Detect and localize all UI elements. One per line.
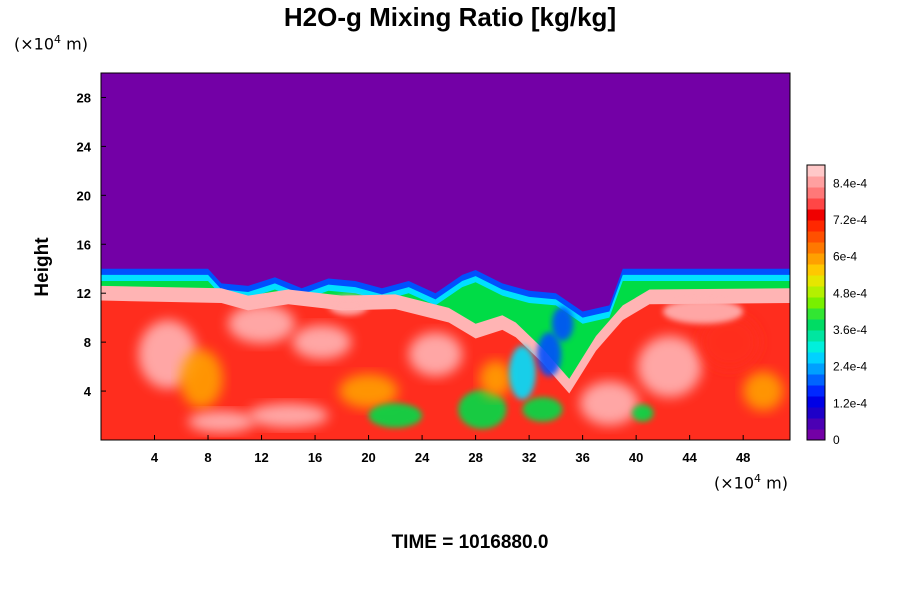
turbulence-blob xyxy=(248,403,329,428)
colorbar-swatch xyxy=(807,264,825,276)
colorbar-swatch xyxy=(807,319,825,331)
x-tick-label: 16 xyxy=(308,450,322,465)
x-tick-label: 24 xyxy=(415,450,430,465)
colorbar-swatch xyxy=(807,330,825,342)
colorbar-swatch xyxy=(807,187,825,199)
colorbar-swatch xyxy=(807,209,825,221)
colorbar-swatch xyxy=(807,242,825,254)
y-unit-suffix: m) xyxy=(61,34,88,54)
colorbar-swatch xyxy=(807,275,825,287)
x-tick-label: 8 xyxy=(204,450,211,465)
colorbar-swatch xyxy=(807,286,825,298)
colorbar-label: 2.4e-4 xyxy=(833,360,867,374)
x-tick-label: 20 xyxy=(361,450,375,465)
y-tick-label: 28 xyxy=(77,90,91,105)
turbulence-blob xyxy=(408,332,463,377)
colorbar-swatch xyxy=(807,308,825,320)
colorbar-swatch xyxy=(807,297,825,309)
colorbar-swatch xyxy=(807,374,825,386)
colorbar-swatch xyxy=(807,385,825,397)
y-unit-exp: 4 xyxy=(54,33,62,46)
turbulence-blob xyxy=(292,325,352,360)
turbulence-blob xyxy=(522,397,563,422)
colorbar-label: 6e-4 xyxy=(833,250,857,264)
y-tick-label: 12 xyxy=(77,286,91,301)
x-tick-label: 36 xyxy=(575,450,589,465)
x-unit-prefix: (×10 xyxy=(714,473,755,493)
x-tick-label: 40 xyxy=(629,450,643,465)
x-axis-unit: (×104 m) xyxy=(714,472,788,492)
x-tick-label: 32 xyxy=(522,450,536,465)
y-tick-label: 8 xyxy=(84,335,91,350)
turbulence-blob xyxy=(662,299,744,324)
colorbar-swatch xyxy=(807,253,825,265)
colorbar-frame xyxy=(806,164,826,441)
heatmap-field xyxy=(101,73,790,440)
turbulence-blob xyxy=(632,404,654,422)
y-axis: 4 8 12 16 20 24 28 xyxy=(77,90,106,399)
time-label: TIME = 1016880.0 xyxy=(391,532,549,553)
turbulence-blob xyxy=(339,373,399,409)
turbulence-blob xyxy=(637,336,702,398)
colorbar-swatch xyxy=(807,429,825,441)
plot-frame xyxy=(100,72,791,441)
x-tick-label: 4 xyxy=(151,450,159,465)
x-tick-label: 48 xyxy=(736,450,750,465)
colorbar-swatch xyxy=(807,165,825,177)
y-tick-label: 4 xyxy=(84,384,92,399)
y-unit-prefix: (×10 xyxy=(14,34,55,54)
colorbar-swatch xyxy=(807,231,825,243)
y-tick-label: 20 xyxy=(77,188,91,203)
turbulence-blob xyxy=(509,345,536,400)
colorbar-label: 4.8e-4 xyxy=(833,286,867,300)
turbulence-blob xyxy=(537,332,562,377)
turbulence-blob xyxy=(700,315,760,370)
colorbar-swatch xyxy=(807,418,825,430)
x-tick-label: 44 xyxy=(682,450,697,465)
x-axis: 4 8 12 16 20 24 28 32 36 40 44 48 xyxy=(151,435,750,465)
turbulence-blob xyxy=(179,349,223,409)
colorbar-swatch xyxy=(807,220,825,232)
turbulence-blob xyxy=(458,389,507,429)
turbulence-blob xyxy=(368,403,423,428)
turbulence-blob xyxy=(328,295,369,316)
y-tick-label: 24 xyxy=(77,139,92,154)
colorbar-swatch xyxy=(807,341,825,353)
turbulence-blob xyxy=(228,304,295,344)
colorbar-label: 1.2e-4 xyxy=(833,396,867,410)
x-unit-suffix: m) xyxy=(761,473,788,493)
colorbar-swatch xyxy=(807,396,825,408)
colorbar: 0 1.2e-4 2.4e-4 3.6e-4 4.8e-4 6e-4 7.2e-4 8.4e-… xyxy=(806,164,867,447)
colorbar-label: 7.2e-4 xyxy=(833,213,867,227)
y-axis-unit: (×104 m) xyxy=(14,33,88,53)
colorbar-swatch xyxy=(807,176,825,188)
chart-title: H2O-g Mixing Ratio [kg/kg] xyxy=(283,2,617,32)
colorbar-label: 8.4e-4 xyxy=(833,176,867,190)
x-tick-label: 28 xyxy=(468,450,482,465)
colorbar-swatch xyxy=(807,363,825,375)
colorbar-label: 3.6e-4 xyxy=(833,323,867,337)
turbulence-blob xyxy=(479,360,512,398)
y-tick-label: 16 xyxy=(77,237,91,252)
x-unit-exp: 4 xyxy=(754,472,762,485)
colorbar-swatch xyxy=(807,198,825,210)
turbulence-blob xyxy=(187,410,255,433)
turbulence-blob xyxy=(579,381,639,426)
colorbar-label: 0 xyxy=(833,433,840,447)
colorbar-swatch xyxy=(807,407,825,419)
x-tick-label: 12 xyxy=(254,450,268,465)
colorbar-swatch xyxy=(807,352,825,364)
turbulence-blob xyxy=(551,306,574,341)
turbulence-blob xyxy=(743,371,784,411)
